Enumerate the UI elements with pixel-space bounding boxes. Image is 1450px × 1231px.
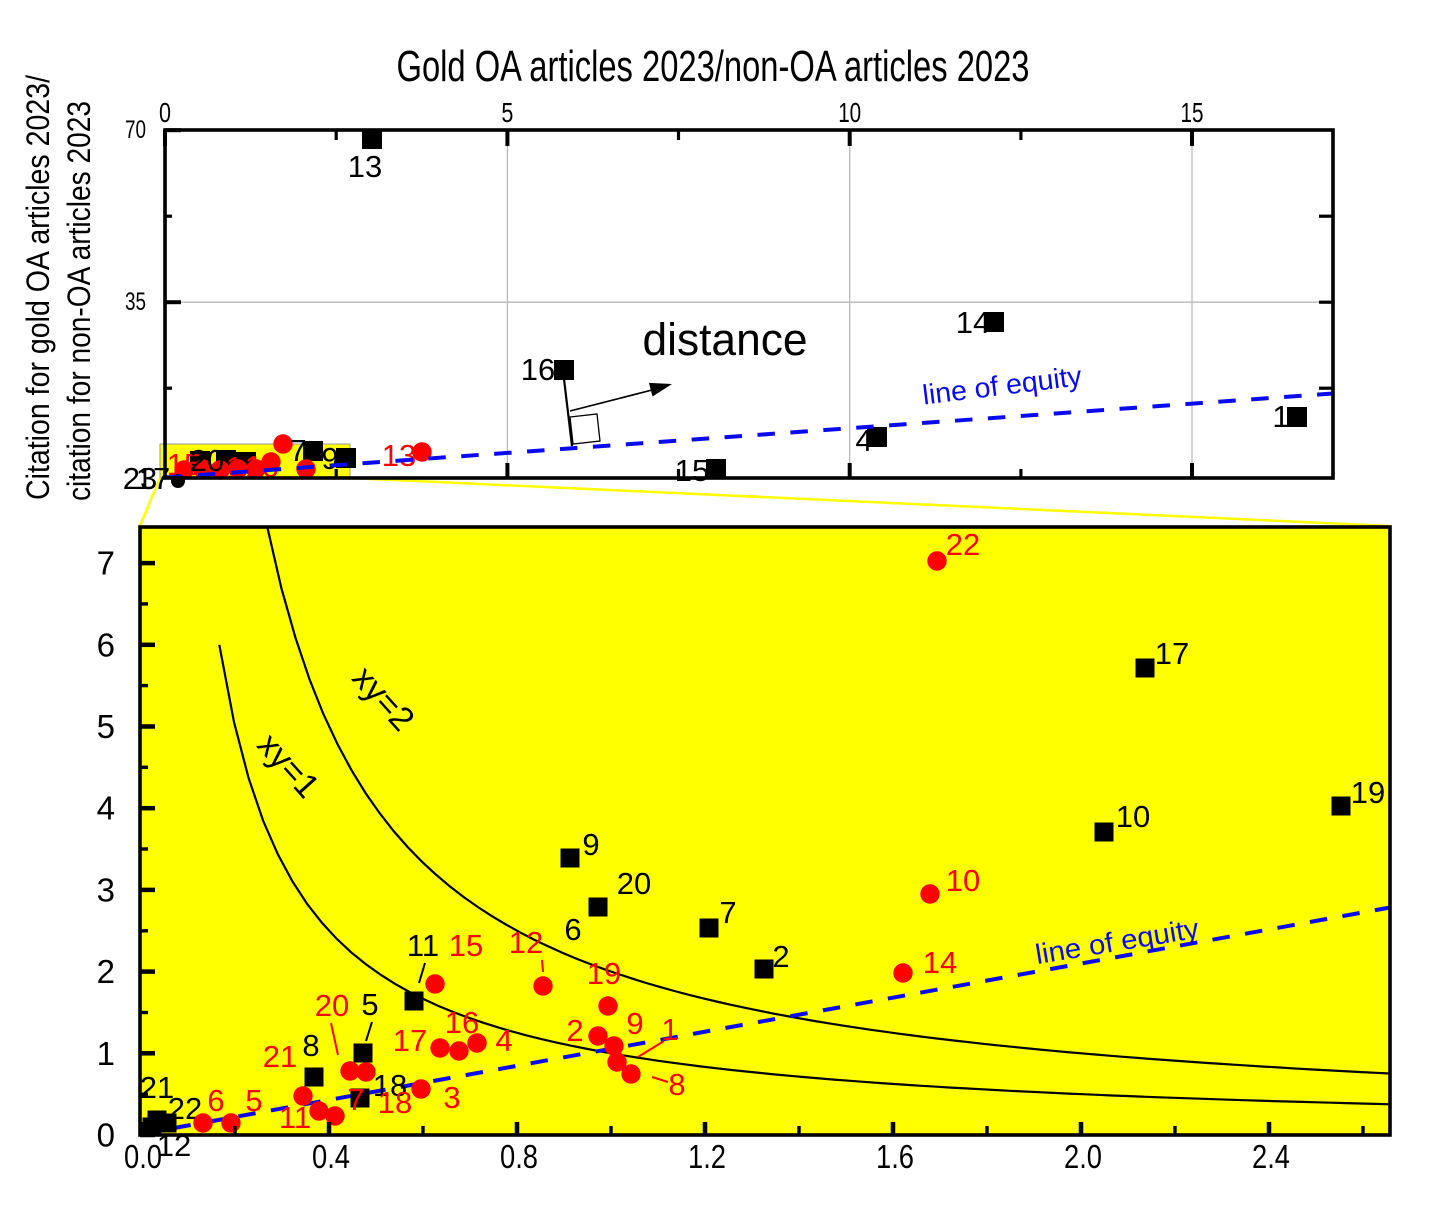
svg-text:6: 6 (97, 626, 115, 663)
svg-text:Gold OA articles 2023/non-OA a: Gold OA articles 2023/non-OA articles 20… (397, 42, 1030, 91)
svg-text:7: 7 (719, 895, 736, 930)
svg-text:5: 5 (245, 1083, 262, 1118)
svg-text:14: 14 (923, 945, 957, 980)
svg-text:4: 4 (97, 790, 115, 827)
svg-text:8: 8 (668, 1067, 685, 1102)
svg-text:17: 17 (1155, 636, 1189, 671)
svg-text:2.0: 2.0 (1064, 1138, 1102, 1175)
svg-text:2.4: 2.4 (1252, 1138, 1290, 1175)
svg-text:8: 8 (302, 1028, 319, 1063)
svg-text:7: 7 (347, 1082, 364, 1117)
svg-text:11: 11 (279, 1100, 311, 1135)
svg-text:18: 18 (378, 1085, 412, 1120)
svg-text:35: 35 (125, 288, 146, 316)
svg-text:21: 21 (140, 1070, 174, 1105)
svg-text:19: 19 (587, 956, 621, 991)
svg-text:7: 7 (97, 545, 115, 582)
svg-text:5: 5 (361, 987, 378, 1022)
svg-text:16: 16 (521, 352, 555, 387)
svg-text:14: 14 (956, 305, 990, 340)
svg-text:0: 0 (97, 1117, 115, 1154)
svg-text:1.6: 1.6 (876, 1138, 914, 1175)
svg-text:15: 15 (675, 453, 709, 488)
svg-text:20: 20 (617, 866, 651, 901)
svg-text:18: 18 (373, 1068, 407, 1103)
svg-text:4: 4 (855, 423, 872, 458)
svg-text:0.0: 0.0 (124, 1138, 162, 1175)
svg-text:citation for non-OA articles 2: citation for non-OA articles 2023 (61, 101, 97, 501)
svg-text:10: 10 (946, 863, 980, 898)
svg-text:23: 23 (123, 461, 157, 496)
svg-text:distance: distance (643, 314, 808, 365)
svg-text:0: 0 (159, 97, 171, 128)
svg-text:22: 22 (946, 527, 980, 562)
svg-text:20: 20 (190, 443, 224, 478)
svg-text:4: 4 (495, 1023, 512, 1058)
svg-text:2: 2 (772, 939, 789, 974)
svg-text:15: 15 (1181, 97, 1204, 128)
svg-text:17: 17 (393, 1023, 427, 1058)
svg-text:7: 7 (289, 433, 306, 468)
svg-text:21: 21 (263, 1039, 297, 1074)
svg-text:13: 13 (382, 438, 416, 473)
svg-text:0.8: 0.8 (500, 1138, 538, 1175)
svg-text:10: 10 (1116, 799, 1150, 834)
svg-text:9: 9 (626, 1006, 643, 1041)
svg-text:19: 19 (1351, 775, 1385, 810)
svg-text:2: 2 (97, 953, 115, 990)
svg-text:12: 12 (509, 925, 543, 960)
svg-text:3: 3 (443, 1080, 460, 1115)
svg-text:6: 6 (564, 912, 581, 947)
svg-text:16: 16 (445, 1005, 479, 1040)
svg-text:1: 1 (1272, 399, 1289, 434)
svg-text:5: 5 (501, 97, 513, 128)
svg-text:Citation for gold OA articles: Citation for gold OA articles 2023/ (20, 75, 56, 500)
svg-text:2: 2 (566, 1013, 583, 1048)
svg-text:13: 13 (348, 149, 382, 184)
svg-text:15: 15 (449, 928, 483, 963)
svg-text:0.4: 0.4 (312, 1138, 350, 1175)
svg-text:20: 20 (315, 988, 349, 1023)
svg-text:9: 9 (582, 827, 599, 862)
svg-text:5: 5 (97, 708, 115, 745)
svg-text:6: 6 (207, 1083, 224, 1118)
svg-text:1: 1 (661, 1012, 678, 1047)
svg-text:70: 70 (125, 116, 146, 144)
svg-text:10: 10 (838, 97, 861, 128)
svg-text:1.2: 1.2 (688, 1138, 726, 1175)
svg-text:3: 3 (97, 871, 115, 908)
svg-text:1: 1 (97, 1035, 115, 1072)
svg-text:11: 11 (407, 928, 439, 963)
